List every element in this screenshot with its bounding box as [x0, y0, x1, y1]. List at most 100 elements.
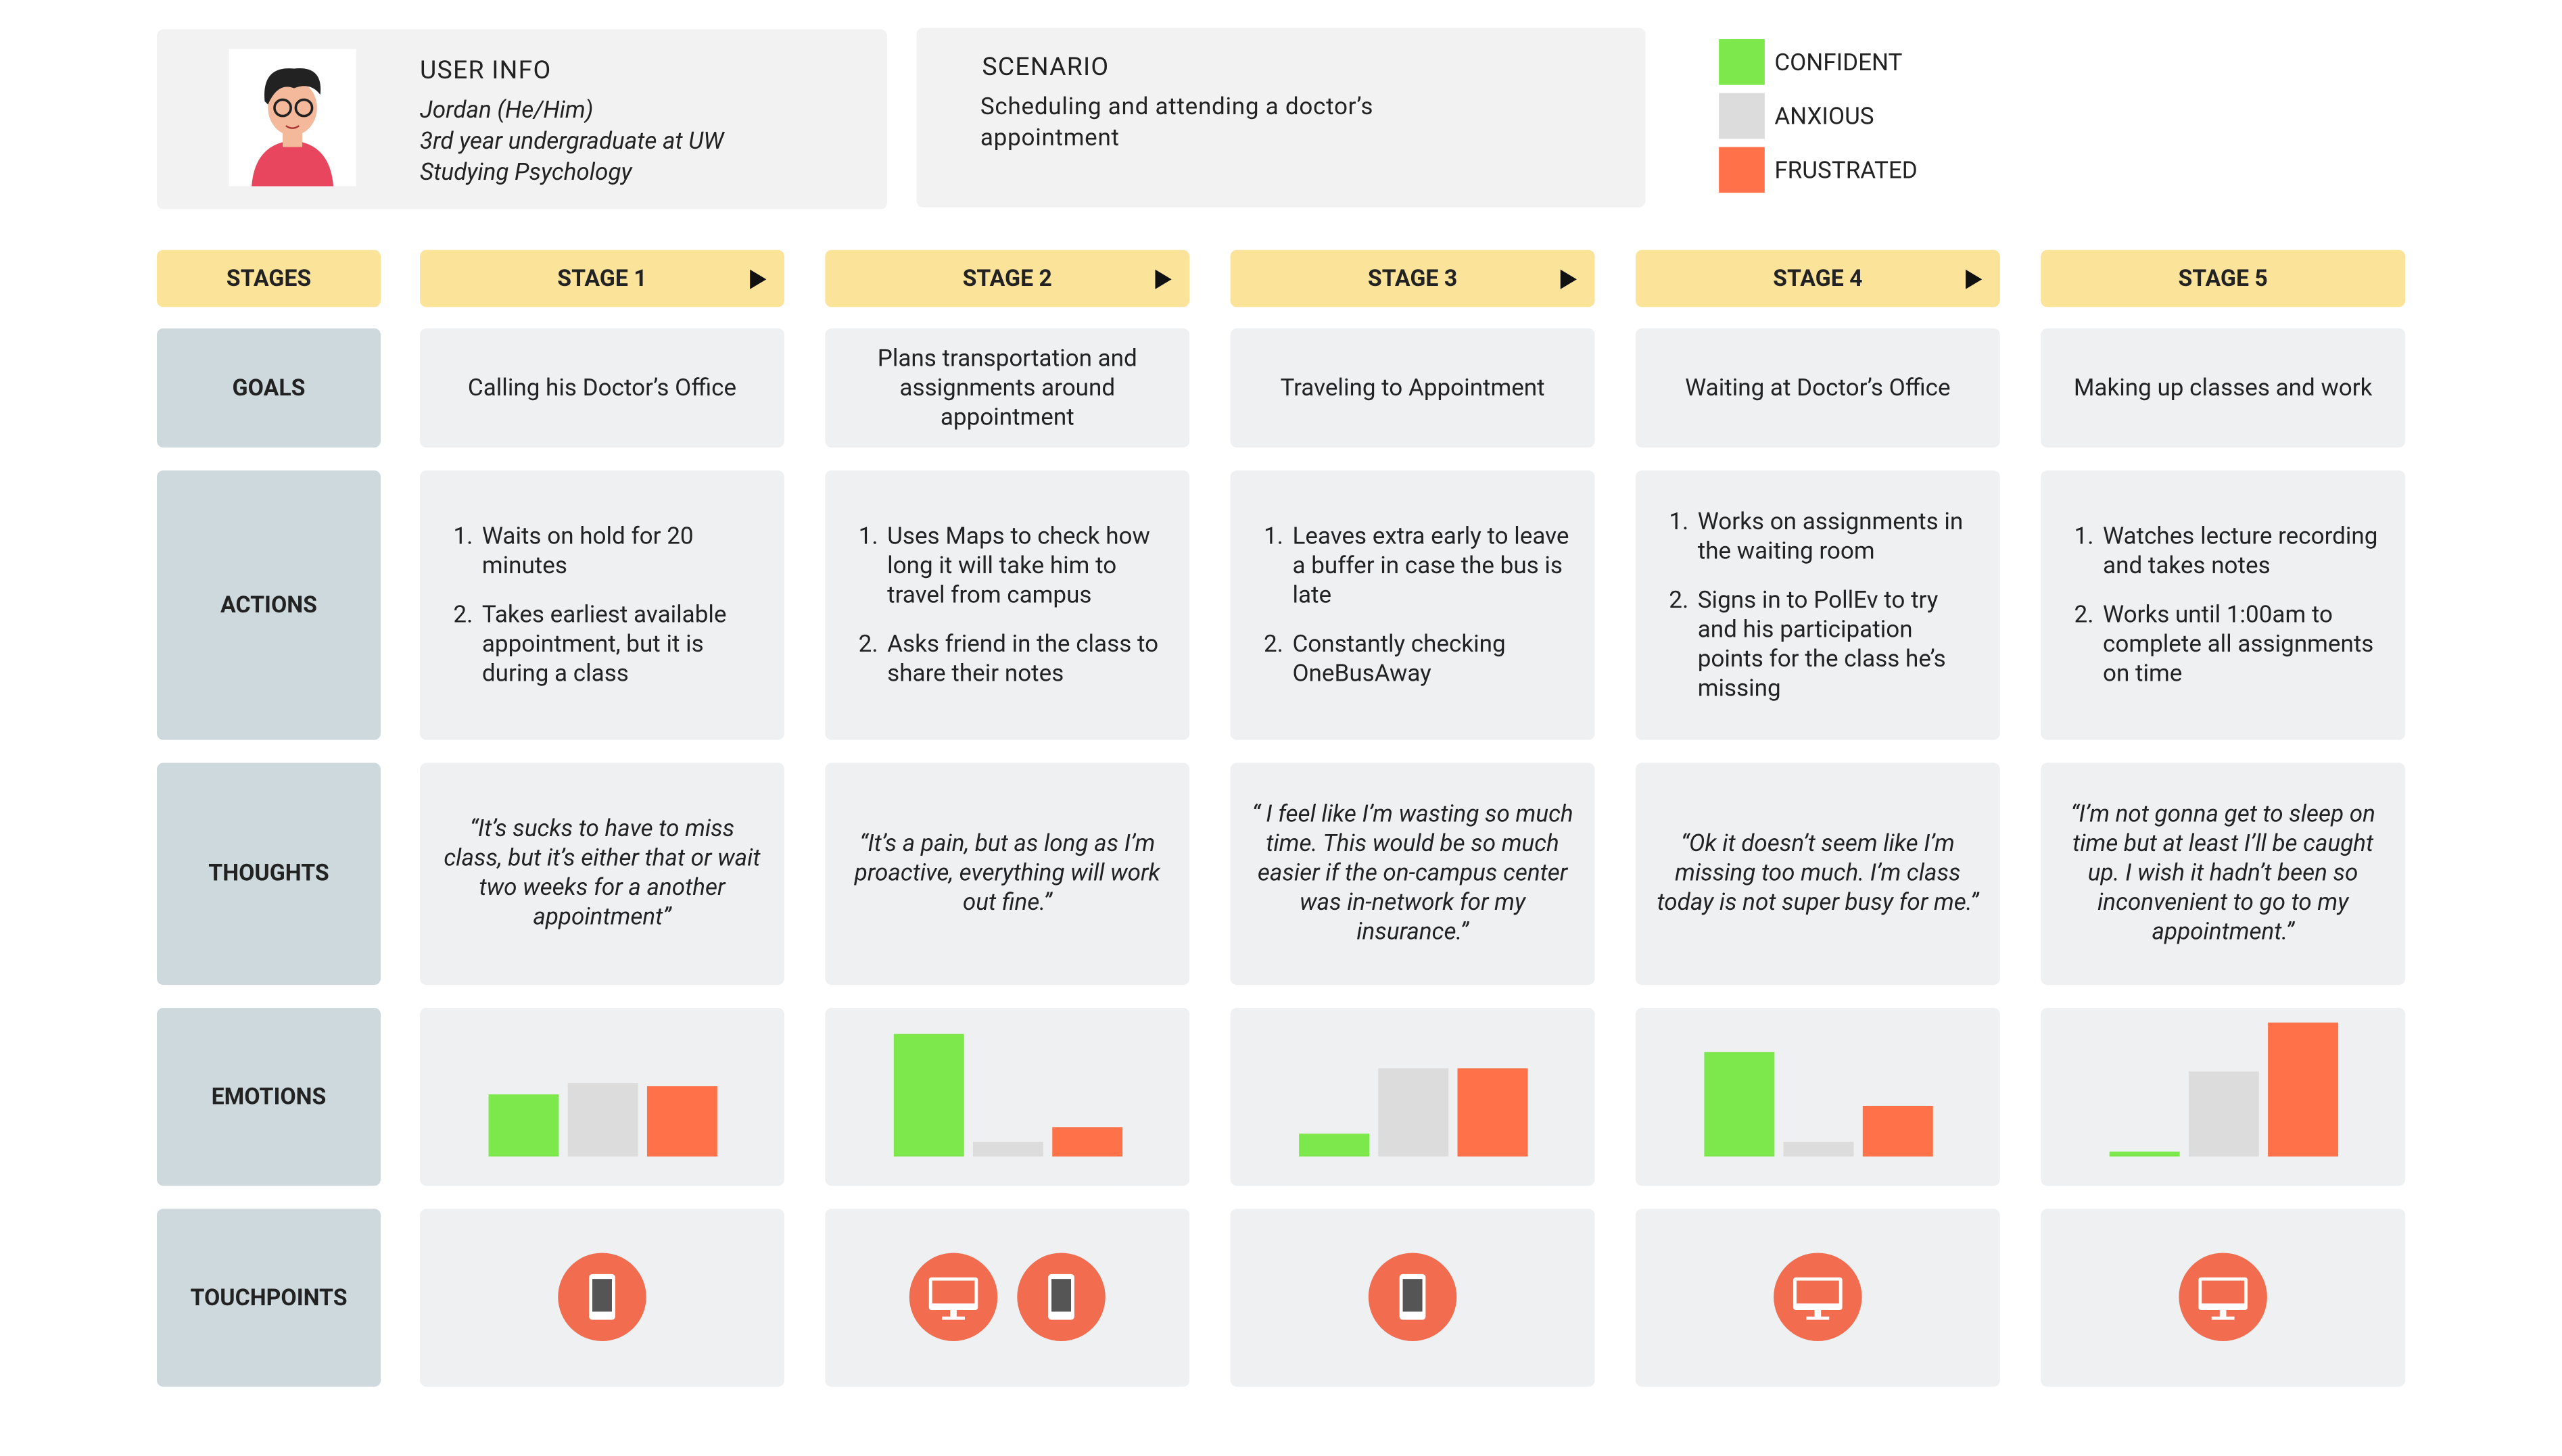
- scenario-text: Scheduling and attending a doctor’s appo…: [980, 93, 1374, 152]
- actions-list: Waits on hold for 20 minutes Takes earlie…: [450, 522, 762, 688]
- emotion-bar: [2188, 1071, 2259, 1157]
- touchpoint-icons: [909, 1253, 1106, 1341]
- emotion-bar: [1862, 1105, 1933, 1157]
- emotion-bar: [1052, 1127, 1123, 1157]
- stage-name: STAGE 2: [962, 265, 1052, 292]
- row-label: EMOTIONS: [156, 1007, 381, 1186]
- actions-list: Uses Maps to check how long it will take…: [855, 522, 1167, 688]
- actions-cell: Works on assignments in the waiting room…: [1635, 470, 2000, 740]
- stage-header: STAGE 4: [1635, 249, 2000, 308]
- stage-arrow: [750, 269, 767, 289]
- emotion-bar: [1783, 1142, 1854, 1157]
- emotions-cell: [420, 1007, 784, 1186]
- scenario-card: SCENARIO Scheduling and attending a doct…: [916, 28, 1646, 208]
- legend-entry: CONFIDENT: [1719, 39, 1902, 85]
- stage-arrow: [1560, 269, 1577, 289]
- actions-list: Leaves extra early to leave a buffer in …: [1260, 522, 1572, 688]
- legend-entry: ANXIOUS: [1719, 93, 1874, 139]
- user-info-title: USER INFO: [420, 55, 552, 85]
- touchpoint-icons: [1774, 1253, 1862, 1341]
- arrow-shape: [1155, 269, 1172, 289]
- actions-cell: Waits on hold for 20 minutes Takes earlie…: [420, 470, 784, 740]
- phone-screen: [1402, 1279, 1423, 1312]
- user-info-line: Jordan (He/Him): [420, 96, 594, 124]
- stage-header: STAGE 5: [2041, 249, 2406, 308]
- emotion-bar: [2268, 1022, 2339, 1157]
- emotion-bar: [893, 1034, 964, 1157]
- thought-cell: “Ok it doesn’t seem like I’m missing too…: [1635, 762, 2000, 986]
- emotion-bar: [1704, 1052, 1775, 1157]
- phone-screen: [1051, 1279, 1072, 1312]
- emotion-bar: [567, 1083, 638, 1157]
- touchpoints-cell: [1230, 1209, 1595, 1387]
- thought-cell: “It’s sucks to have to miss class, but i…: [420, 762, 784, 986]
- stage-name: STAGE 3: [1367, 265, 1458, 292]
- user-info-line: Studying Psychology: [420, 158, 632, 187]
- action-item: Waits on hold for 20 minutes: [479, 522, 761, 581]
- stage-header: STAGE 3: [1230, 249, 1595, 308]
- action-item: Leaves extra early to leave a buffer in …: [1289, 522, 1572, 610]
- avatar: [229, 49, 356, 187]
- action-item: Constantly checking OneBusAway: [1289, 630, 1572, 689]
- action-item: Uses Maps to check how long it will take…: [884, 522, 1166, 610]
- thought-cell: “I’m not gonna get to sleep on time but …: [2041, 762, 2406, 986]
- user-info-card: USER INFO Jordan (He/Him) 3rd year underg…: [156, 29, 888, 210]
- stage-header: STAGE 2: [825, 249, 1190, 308]
- touchpoint-icons: [1368, 1253, 1457, 1341]
- action-item: Takes earliest available appointment, bu…: [479, 600, 761, 688]
- row-label: GOALS: [156, 328, 381, 448]
- scenario-title: SCENARIO: [982, 52, 1110, 82]
- user-info-lines: Jordan (He/Him) 3rd year undergraduate at…: [420, 95, 723, 188]
- monitor-screen: [932, 1280, 975, 1304]
- goal-cell: Making up classes and work: [2041, 328, 2406, 448]
- arrow-shape: [1966, 269, 1983, 289]
- legend-label: FRUSTRATED: [1774, 155, 1918, 184]
- stage-arrow: [1155, 269, 1172, 289]
- touchpoint-icons: [558, 1253, 646, 1341]
- monitor-stand: [2219, 1310, 2227, 1319]
- emotions-cell: [2041, 1007, 2406, 1186]
- monitor-base: [942, 1316, 965, 1320]
- emotion-chart: [1704, 1052, 1933, 1157]
- goal-cell: Calling his Doctor’s Office: [420, 328, 784, 448]
- emotions-cell: [825, 1007, 1190, 1186]
- thought-cell: “ I feel like I’m wasting so much time. …: [1230, 762, 1595, 986]
- legend-label: ANXIOUS: [1774, 102, 1874, 130]
- stage-name: STAGE 5: [2178, 265, 2268, 292]
- emotion-bar: [2109, 1151, 2180, 1157]
- emotion-chart: [488, 1083, 717, 1157]
- emotion-bar: [488, 1094, 559, 1157]
- stage-name: STAGE 1: [557, 265, 647, 292]
- legend-label: CONFIDENT: [1774, 48, 1903, 76]
- action-item: Watches lecture recording and takes note…: [2100, 522, 2382, 581]
- emotion-bar: [1378, 1068, 1449, 1157]
- touchpoint-icons: [2179, 1253, 2267, 1341]
- emotion-chart: [1299, 1068, 1528, 1157]
- monitor-screen: [1796, 1280, 1839, 1304]
- stage-name: STAGE 4: [1773, 265, 1863, 292]
- emotion-bar: [1457, 1068, 1528, 1157]
- touchpoints-cell: [2041, 1209, 2406, 1387]
- emotion-chart: [893, 1034, 1123, 1157]
- action-item: Signs in to PollEv to try and his partic…: [1694, 585, 1977, 703]
- action-item: Works until 1:00am to complete all assig…: [2100, 600, 2382, 688]
- monitor-stand: [1814, 1310, 1822, 1319]
- touchpoints-cell: [420, 1209, 784, 1387]
- goal-cell: Traveling to Appointment: [1230, 328, 1595, 448]
- stage-header: STAGE 1: [420, 249, 784, 308]
- monitor-stand: [950, 1310, 957, 1319]
- emotion-bar: [973, 1142, 1043, 1157]
- emotion-bar: [646, 1086, 717, 1157]
- row-label: TOUCHPOINTS: [156, 1209, 381, 1387]
- row-label: ACTIONS: [156, 470, 381, 740]
- emotions-cell: [1230, 1007, 1595, 1186]
- stage-header-label: STAGES: [156, 249, 381, 308]
- goal-cell: Waiting at Doctor’s Office: [1635, 328, 2000, 448]
- monitor-base: [2211, 1316, 2235, 1320]
- monitor-base: [1806, 1316, 1830, 1320]
- legend-swatch: [1719, 93, 1765, 139]
- user-info-line: 3rd year undergraduate at UW: [420, 127, 724, 155]
- actions-cell: Leaves extra early to leave a buffer in …: [1230, 470, 1595, 740]
- legend-swatch: [1719, 147, 1765, 193]
